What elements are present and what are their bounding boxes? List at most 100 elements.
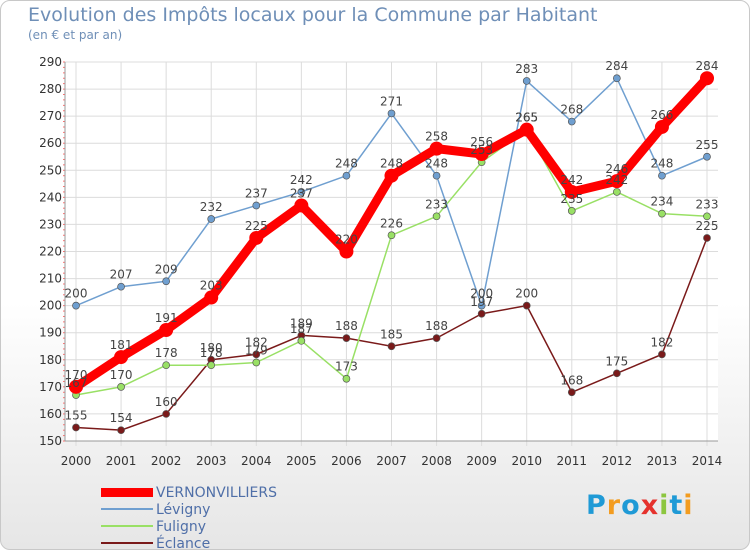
legend-label: VERNONVILLIERS (156, 485, 278, 501)
y-tick-label: 250 (39, 163, 62, 177)
data-point-vernonvilliers (114, 350, 129, 365)
data-point-éclance (567, 388, 576, 397)
data-label: 187 (290, 322, 313, 336)
chart-subtitle: (en € et par an) (28, 28, 123, 42)
x-tick-label: 2004 (241, 454, 272, 468)
data-point-vernonvilliers (249, 230, 264, 245)
logo-letter: r (606, 490, 622, 521)
data-label: 242 (605, 173, 628, 187)
data-point-éclance (162, 410, 170, 418)
data-label: 266 (650, 108, 673, 122)
data-label: 178 (155, 346, 178, 360)
logo-letter: i (659, 490, 670, 521)
legend-label: Fuligny (156, 519, 206, 535)
x-tick-label: 2000 (61, 454, 92, 468)
data-point-fuligny (387, 231, 396, 240)
y-tick-label: 210 (39, 272, 62, 286)
logo-letter: i (683, 490, 694, 521)
data-label: 233 (696, 197, 719, 211)
data-label: 242 (290, 173, 313, 187)
x-tick-label: 2007 (376, 454, 407, 468)
data-point-éclance (613, 369, 621, 378)
data-point-vernonvilliers (294, 198, 309, 213)
data-point-lévigny (387, 109, 396, 118)
data-label: 232 (200, 200, 223, 214)
data-label: 225 (696, 219, 719, 233)
legend-label: Éclance (156, 536, 211, 550)
data-point-lévigny (658, 171, 666, 180)
chart-title: Evolution des Impôts locaux pour la Comm… (28, 4, 598, 26)
y-tick-label: 200 (39, 299, 62, 313)
data-label: 248 (380, 157, 403, 171)
x-tick-label: 2003 (196, 454, 227, 468)
data-label: 200 (65, 287, 88, 301)
y-tick-label: 180 (39, 353, 62, 367)
data-label: 182 (650, 335, 673, 349)
data-point-éclance (342, 334, 351, 342)
data-point-fuligny (252, 358, 261, 367)
data-label: 237 (245, 186, 268, 200)
data-label: 284 (696, 59, 719, 73)
data-point-vernonvilliers (700, 71, 714, 86)
data-point-fuligny (613, 188, 621, 196)
data-label: 197 (470, 295, 493, 309)
y-tick-label: 240 (39, 190, 62, 204)
x-tick-label: 2011 (557, 454, 588, 468)
data-point-éclance (117, 426, 125, 435)
data-label: 200 (470, 287, 493, 301)
data-point-lévigny (567, 117, 576, 126)
data-label: 271 (380, 94, 403, 108)
data-point-vernonvilliers (519, 122, 534, 137)
data-point-fuligny (567, 207, 576, 215)
data-point-lévigny (72, 301, 80, 310)
x-tick-label: 2010 (511, 454, 542, 468)
data-label: 242 (560, 173, 583, 187)
data-point-fuligny (162, 361, 170, 370)
data-label: 207 (110, 268, 133, 282)
data-point-lévigny (613, 74, 621, 83)
logo-letter: P (586, 490, 607, 521)
data-label: 248 (425, 157, 448, 171)
data-label: 209 (155, 262, 178, 276)
data-label: 178 (200, 346, 223, 360)
data-label: 253 (470, 143, 493, 157)
data-point-fuligny (703, 212, 711, 221)
data-label: 180 (200, 341, 223, 355)
data-point-lévigny (342, 171, 351, 180)
data-label: 170 (65, 368, 88, 382)
y-tick-label: 280 (39, 82, 62, 96)
data-label: 179 (245, 343, 268, 357)
data-label: 189 (290, 316, 313, 330)
data-point-lévigny (477, 301, 486, 310)
y-tick-label: 160 (39, 407, 62, 421)
data-label: 235 (560, 192, 583, 206)
data-label: 234 (650, 195, 673, 209)
data-point-fuligny (207, 361, 216, 370)
data-point-éclance (658, 350, 666, 359)
data-point-vernonvilliers (159, 323, 174, 338)
data-label: 188 (425, 319, 448, 333)
data-label: 268 (560, 103, 583, 117)
logo-letter: x (640, 490, 660, 521)
data-label: 191 (155, 311, 178, 325)
data-label: 188 (335, 319, 358, 333)
data-point-éclance (72, 423, 80, 432)
data-point-vernonvilliers (339, 244, 354, 259)
data-label: 255 (696, 138, 719, 152)
data-point-lévigny (432, 171, 441, 180)
data-point-vernonvilliers (384, 168, 399, 183)
legend-label: Lévigny (156, 502, 211, 518)
y-tick-label: 150 (39, 434, 62, 448)
x-tick-label: 2014 (692, 454, 723, 468)
logo-letter: t (669, 490, 684, 521)
y-tick-label: 260 (39, 136, 62, 150)
x-tick-label: 2009 (466, 454, 497, 468)
data-label: 170 (110, 368, 133, 382)
data-label: 225 (245, 219, 268, 233)
data-label: 233 (425, 197, 448, 211)
data-point-vernonvilliers (564, 184, 579, 199)
data-point-fuligny (342, 374, 351, 383)
data-label: 237 (290, 186, 313, 200)
